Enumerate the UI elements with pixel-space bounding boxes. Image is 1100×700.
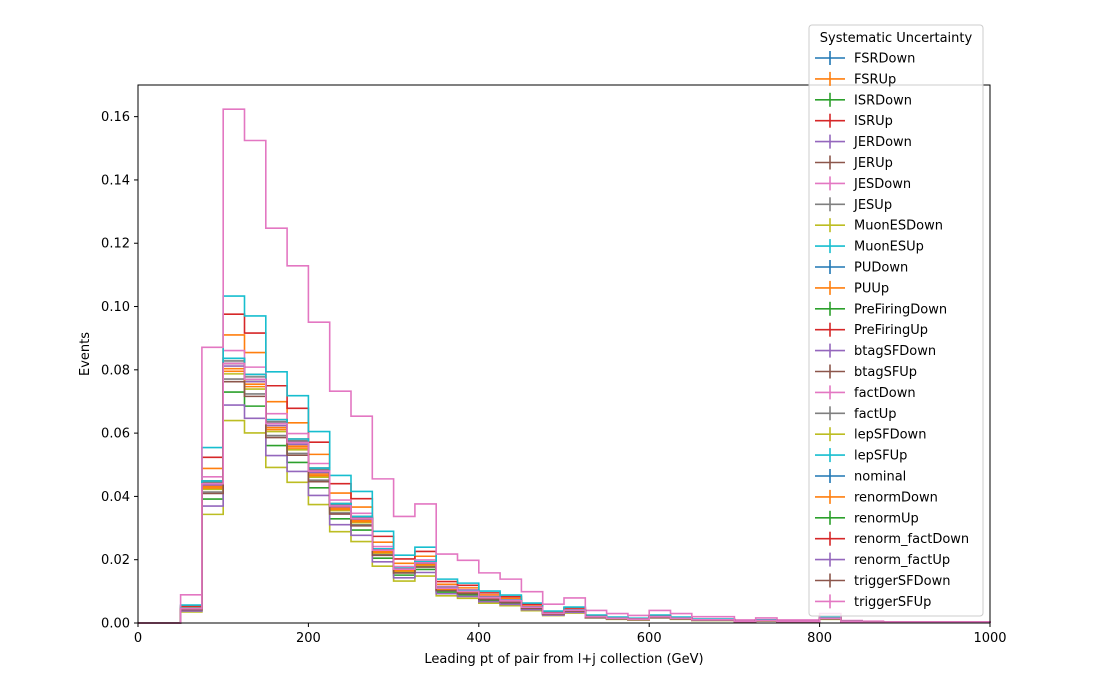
legend: Systematic Uncertainty FSRDown FSRUp ISRDo… <box>808 24 984 617</box>
legend-item-MuonESDown: MuonESDown <box>815 218 943 234</box>
legend-items: FSRDown FSRUp ISRDown ISRUp JERDown JERUp JESD… <box>815 51 969 610</box>
legend-item-JERUp: JERUp <box>815 155 893 171</box>
plot-area <box>138 108 991 624</box>
legend-label: JESDown <box>853 177 911 192</box>
y-tick-label: 0.04 <box>101 490 130 505</box>
legend-label: btagSFUp <box>854 365 917 380</box>
legend-label: btagSFDown <box>854 344 936 359</box>
y-tick-label: 0.12 <box>101 237 130 252</box>
x-axis-label: Leading pt of pair from l+j collection (… <box>424 652 703 667</box>
legend-label: ISRUp <box>854 114 893 129</box>
x-tick-label: 600 <box>637 631 662 646</box>
y-axis: 0.00 0.02 0.04 0.06 0.08 0.10 0.12 0.14 0.16 <box>101 110 138 632</box>
y-tick-label: 0.02 <box>101 553 130 568</box>
legend-label: triggerSFUp <box>854 595 931 610</box>
legend-label: ISRDown <box>854 93 912 108</box>
x-tick-label: 0 <box>134 631 142 646</box>
y-tick-label: 0.14 <box>101 173 130 188</box>
legend-item-JESUp: JESUp <box>815 197 892 213</box>
legend-label: triggerSFDown <box>854 574 950 589</box>
legend-label: renormUp <box>854 511 919 526</box>
legend-label: JERUp <box>853 156 893 171</box>
legend-item-renorm_factDown: renorm_factDown <box>815 531 969 547</box>
legend-item-factDown: factDown <box>815 385 916 401</box>
legend-label: PUDown <box>854 261 908 276</box>
legend-label: MuonESUp <box>854 240 924 255</box>
legend-label: nominal <box>854 470 906 485</box>
legend-label: renorm_factUp <box>854 553 950 568</box>
legend-item-PreFiringDown: PreFiringDown <box>815 301 947 317</box>
legend-item-nominal: nominal <box>815 469 906 485</box>
legend-item-triggerSFDown: triggerSFDown <box>815 573 950 589</box>
x-tick-label: 1000 <box>973 631 1006 646</box>
legend-item-factUp: factUp <box>815 406 897 422</box>
legend-item-PUUp: PUUp <box>815 280 889 296</box>
legend-label: factUp <box>854 407 897 422</box>
y-tick-label: 0.00 <box>101 617 130 632</box>
legend-item-renorm_factUp: renorm_factUp <box>815 552 950 568</box>
legend-item-JERDown: JERDown <box>815 134 912 150</box>
legend-item-ISRDown: ISRDown <box>815 92 912 108</box>
legend-item-ISRUp: ISRUp <box>815 113 893 129</box>
legend-item-triggerSFUp: triggerSFUp <box>815 594 931 610</box>
legend-item-renormDown: renormDown <box>815 489 938 505</box>
legend-item-FSRUp: FSRUp <box>815 71 896 87</box>
legend-item-btagSFUp: btagSFUp <box>815 364 917 380</box>
axes-frame <box>137 84 991 624</box>
legend-item-PUDown: PUDown <box>815 260 908 276</box>
legend-label: PreFiringDown <box>854 302 947 317</box>
legend-label: JERDown <box>853 135 912 150</box>
legend-box <box>808 24 984 617</box>
legend-item-JESDown: JESDown <box>815 176 911 192</box>
legend-item-lepSFUp: lepSFUp <box>815 448 907 464</box>
legend-label: renorm_factDown <box>854 532 969 547</box>
x-tick-label: 200 <box>296 631 321 646</box>
legend-label: renormDown <box>854 490 938 505</box>
x-axis: 0 200 400 600 800 1000 <box>134 623 1007 646</box>
legend-title: Systematic Uncertainty <box>820 31 973 46</box>
legend-item-btagSFDown: btagSFDown <box>815 343 936 359</box>
legend-label: PUUp <box>854 281 889 296</box>
legend-item-FSRDown: FSRDown <box>815 51 915 67</box>
x-tick-label: 800 <box>807 631 832 646</box>
legend-label: lepSFUp <box>854 449 907 464</box>
y-tick-label: 0.16 <box>101 110 130 125</box>
y-tick-label: 0.06 <box>101 427 130 442</box>
legend-item-lepSFDown: lepSFDown <box>815 427 926 443</box>
legend-item-MuonESUp: MuonESUp <box>815 239 924 255</box>
y-tick-label: 0.10 <box>101 300 130 315</box>
legend-label: FSRUp <box>854 72 896 87</box>
y-axis-label: Events <box>78 332 93 376</box>
legend-item-renormUp: renormUp <box>815 510 919 526</box>
x-tick-label: 400 <box>466 631 491 646</box>
legend-label: JESUp <box>853 198 892 213</box>
y-tick-label: 0.08 <box>101 363 130 378</box>
legend-item-PreFiringUp: PreFiringUp <box>815 322 928 338</box>
legend-label: FSRDown <box>854 52 915 67</box>
legend-label: PreFiringUp <box>854 323 928 338</box>
series-triggerSFUp <box>138 362 991 624</box>
legend-label: factDown <box>854 386 916 401</box>
legend-label: lepSFDown <box>854 428 926 443</box>
legend-label: MuonESDown <box>854 219 943 234</box>
